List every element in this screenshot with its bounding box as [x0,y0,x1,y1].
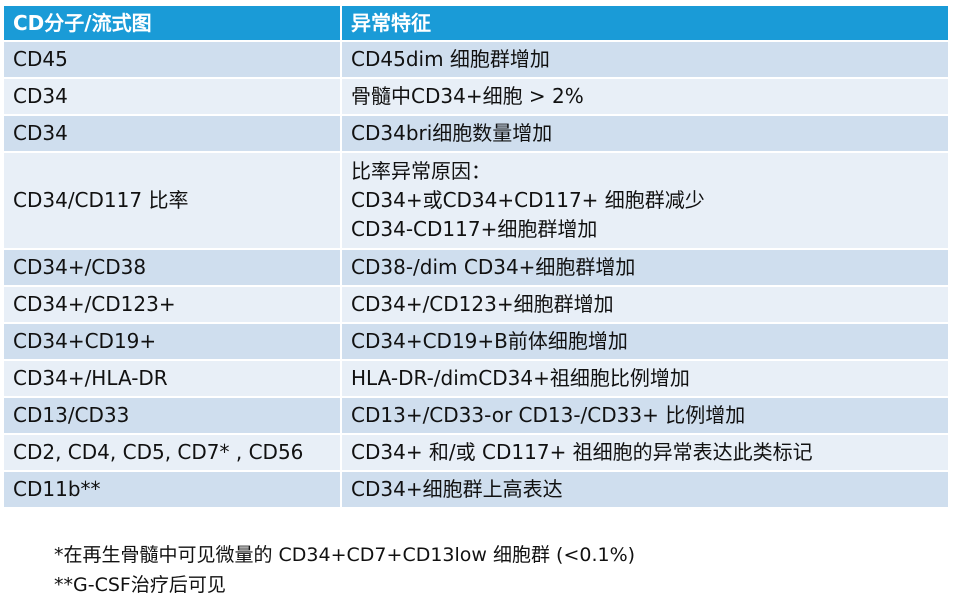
table-cell: CD34bri细胞数量增加 [340,114,950,153]
table-cell: CD34+/CD123+细胞群增加 [340,285,950,324]
table-body: CD45 CD45dim 细胞群增加 CD34 骨髓中CD34+细胞 > 2% CD34… [2,40,950,509]
table-row: CD34 骨髓中CD34+细胞 > 2% [2,77,950,116]
table-row: CD13/CD33 CD13+/CD33-or CD13-/CD33+ 比例增加 [2,396,950,435]
footnotes: *在再生骨髓中可见微量的 CD34+CD7+CD13low 细胞群 (<0.1%… [54,540,635,600]
table-row: CD34+/CD123+ CD34+/CD123+细胞群增加 [2,285,950,324]
table-row: CD2, CD4, CD5, CD7* , CD56 CD34+ 和/或 CD11… [2,433,950,472]
table-cell: CD34+/HLA-DR [2,359,342,398]
table-cell: CD45dim 细胞群增加 [340,40,950,79]
cell-line: CD34-CD117+细胞群增加 [351,217,598,241]
table-cell: CD34 [2,114,342,153]
table-cell: CD34+/CD38 [2,248,342,287]
table-row: CD34+/HLA-DR HLA-DR-/dimCD34+祖细胞比例增加 [2,359,950,398]
table-row: CD45 CD45dim 细胞群增加 [2,40,950,79]
table-cell: CD45 [2,40,342,79]
cell-line: CD34+或CD34+CD117+ 细胞群减少 [351,188,705,212]
table-cell: CD34+CD19+B前体细胞增加 [340,322,950,361]
table-cell: CD34 [2,77,342,116]
table-cell: CD38-/dim CD34+细胞群增加 [340,248,950,287]
table-cell: 骨髓中CD34+细胞 > 2% [340,77,950,116]
table-cell: CD13+/CD33-or CD13-/CD33+ 比例增加 [340,396,950,435]
table-row: CD34 CD34bri细胞数量增加 [2,114,950,153]
table-cell: CD11b** [2,470,342,509]
table-row: CD34+CD19+ CD34+CD19+B前体细胞增加 [2,322,950,361]
table-cell: CD2, CD4, CD5, CD7* , CD56 [2,433,342,472]
table-cell: CD34/CD117 比率 [2,151,342,250]
table: CD分子/流式图 异常特征 CD45 CD45dim 细胞群增加 CD34 骨髓中CD… [2,4,950,509]
table-cell: CD13/CD33 [2,396,342,435]
header-row: CD分子/流式图 异常特征 [2,4,950,42]
table-cell: 比率异常原因： CD34+或CD34+CD117+ 细胞群减少 CD34-CD117… [340,151,950,250]
header-cell: CD分子/流式图 [2,4,342,42]
header-cell: 异常特征 [340,4,950,42]
table-row: CD11b** CD34+细胞群上高表达 [2,470,950,509]
table-cell: CD34+/CD123+ [2,285,342,324]
footnote: *在再生骨髓中可见微量的 CD34+CD7+CD13low 细胞群 (<0.1%… [54,544,636,566]
cell-line: 比率异常原因： [351,159,491,183]
table-row: CD34/CD117 比率 比率异常原因： CD34+或CD34+CD117+ 细胞… [2,151,950,250]
table-cell: CD34+细胞群上高表达 [340,470,950,509]
table-cell: HLA-DR-/dimCD34+祖细胞比例增加 [340,359,950,398]
footnote: **G-CSF治疗后可见 [54,574,226,596]
table-cell: CD34+CD19+ [2,322,342,361]
table-row: CD34+/CD38 CD38-/dim CD34+细胞群增加 [2,248,950,287]
table-cell: CD34+ 和/或 CD117+ 祖细胞的异常表达此类标记 [340,433,950,472]
